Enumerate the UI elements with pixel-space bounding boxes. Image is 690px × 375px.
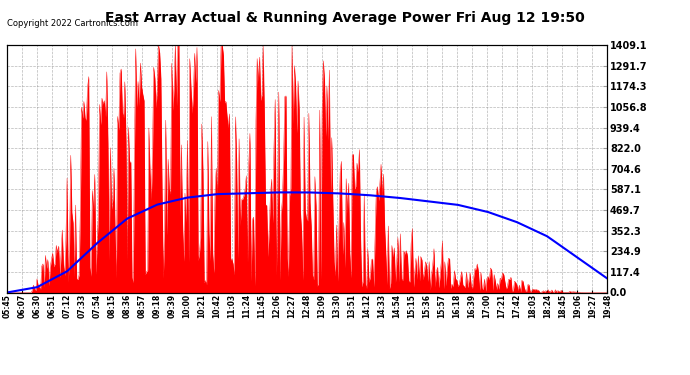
Text: East Array Actual & Running Average Power Fri Aug 12 19:50: East Array Actual & Running Average Powe… [105,11,585,25]
Text: Copyright 2022 Cartronics.com: Copyright 2022 Cartronics.com [7,19,138,28]
